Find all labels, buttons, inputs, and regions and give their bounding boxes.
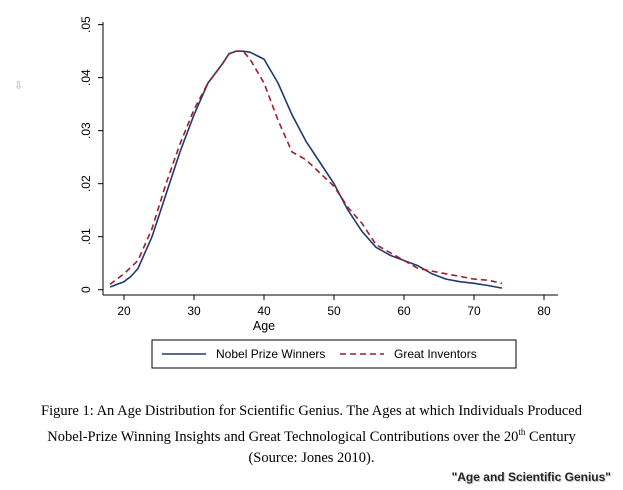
- x-tick-label: 30: [187, 304, 201, 318]
- caption-line-2-text: Nobel-Prize Winning Insights and Great T…: [47, 428, 519, 445]
- caption-line-2: Nobel-Prize Winning Insights and Great T…: [4, 422, 619, 448]
- figure-caption: Figure 1: An Age Distribution for Scient…: [4, 401, 619, 469]
- x-tick-label: 50: [327, 304, 341, 318]
- x-axis-title: Age: [253, 319, 275, 333]
- x-tick-label: 70: [467, 304, 481, 318]
- y-tick-label: .01: [79, 228, 93, 245]
- x-tick-label: 80: [537, 304, 551, 318]
- caption-line-3: (Source: Jones 2010).: [248, 449, 375, 466]
- axis-ticks: 20 30 40 50 60 70 80 0 .01 .02 .03 .04 .05 Age: [79, 16, 551, 333]
- chart: 20 30 40 50 60 70 80 0 .01 .02 .03 .04 .05 Age Nobel …: [79, 16, 558, 369]
- x-tick-label: 20: [117, 304, 131, 318]
- download-icon[interactable]: ⇩: [14, 79, 24, 92]
- caption-line-1: Figure 1: An Age Distribution for Scient…: [41, 403, 582, 419]
- series-line: [109, 50, 503, 289]
- y-tick-label: .02: [79, 175, 93, 192]
- axes: [102, 22, 558, 296]
- legend: Nobel Prize Winners Great Inventors: [151, 339, 517, 369]
- legend-label: Nobel Prize Winners: [216, 347, 325, 361]
- caption-line-2-suffix: Century: [525, 428, 576, 445]
- y-tick-label: .05: [79, 16, 93, 33]
- legend-box: [151, 339, 517, 369]
- series-layer: [109, 50, 503, 289]
- caption-superscript: th: [518, 427, 526, 437]
- x-tick-label: 60: [397, 304, 411, 318]
- series-line: [109, 50, 503, 286]
- legend-label: Great Inventors: [394, 347, 477, 361]
- x-tick-label: 40: [257, 304, 271, 318]
- y-tick-label: 0: [79, 286, 93, 293]
- y-tick-label: .03: [79, 122, 93, 139]
- watermark: "Age and Scientific Genius": [451, 470, 611, 484]
- y-tick-label: .04: [79, 69, 93, 86]
